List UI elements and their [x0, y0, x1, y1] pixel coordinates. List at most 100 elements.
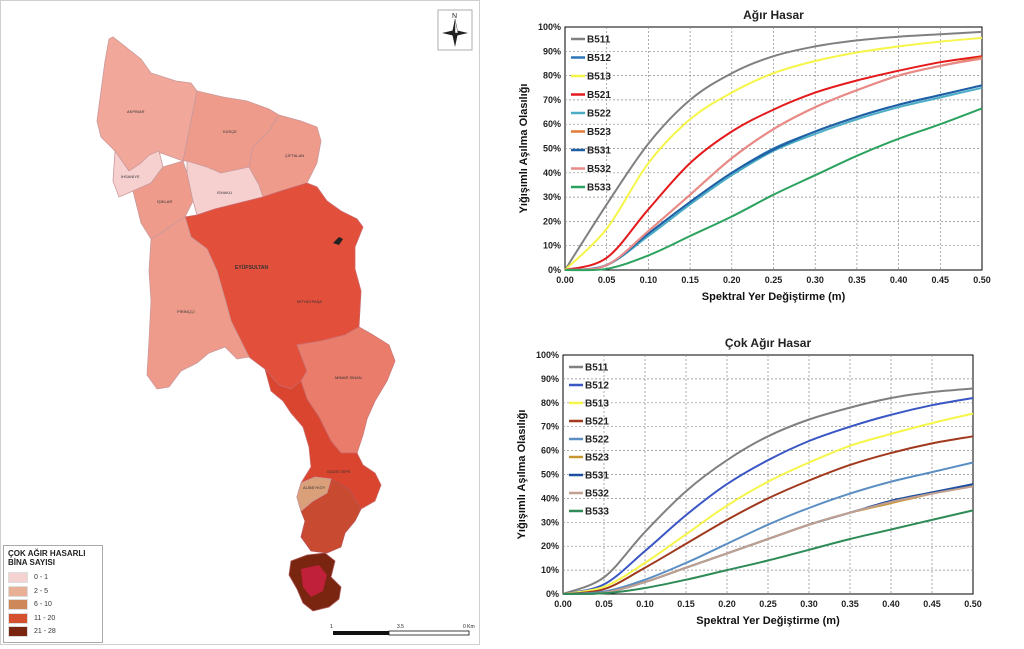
x-tick-label: 0.45	[923, 599, 941, 609]
district-pirincci	[146, 216, 250, 390]
y-tick-label: 10%	[541, 565, 559, 575]
legend-entry-b512: B512	[587, 53, 611, 64]
legend-label: 6 - 10	[34, 601, 52, 609]
y-tick-label: 30%	[541, 517, 559, 527]
legend-entry-b533: B533	[587, 183, 611, 194]
legend-entry-b522: B522	[587, 109, 611, 120]
x-tick-label: 0.40	[882, 599, 900, 609]
legend-entry-b523: B523	[587, 127, 611, 138]
legend-row: 2 - 5	[8, 585, 98, 599]
x-tick-label: 0.15	[681, 275, 699, 285]
label-isiklar: İŞIKLAR	[157, 199, 172, 204]
series-line-b533	[564, 107, 983, 272]
label-ciftalan: ÇİFTALAN	[285, 153, 304, 158]
y-tick-label: 40%	[541, 493, 559, 503]
x-tick-label: 0.25	[759, 599, 777, 609]
label-mithatpasa: MİTHATPAŞA	[297, 299, 322, 304]
y-axis-label: Yığışımlı Aşılma Olasılığı	[518, 84, 530, 214]
series-line-b522	[564, 86, 983, 271]
legend-swatch	[8, 572, 28, 584]
x-tick-label: 0.00	[554, 599, 572, 609]
district-akpinar	[96, 36, 198, 172]
series-line-b521	[564, 55, 983, 271]
legend-row: 6 - 10	[8, 598, 98, 612]
x-tick-label: 0.25	[765, 275, 783, 285]
y-tick-label: 20%	[541, 541, 559, 551]
y-tick-label: 80%	[541, 398, 559, 408]
north-arrow-icon: N	[437, 9, 473, 51]
legend-entry-b531: B531	[587, 146, 611, 157]
y-axis-label: Yığışımlı Aşılma Olasılığı	[516, 410, 528, 540]
chart-legend: B511 B512 B513 B521 B522 B523 B531 B532 B533	[569, 363, 609, 518]
x-tick-label: 0.00	[556, 275, 574, 285]
chart-legend: B511 B512 B513 B521 B522 B523 B531 B532 B533	[571, 35, 611, 194]
scale-label-mid: 3.5	[397, 624, 404, 630]
label-guzeltepe: GÜZELTEPE	[327, 469, 351, 474]
chart-agir-hasar: Ağır Hasar 0.00 0.05 0.10 0.15 0.20 0.25 0.30 0.…	[518, 8, 991, 303]
legend-entry-b513: B513	[587, 72, 611, 83]
label-eyupsultan: EYÜPSULTAN	[235, 264, 269, 271]
legend-entry-b521: B521	[585, 417, 609, 428]
series-line-b511	[564, 30, 983, 271]
x-tick-label: 0.15	[677, 599, 695, 609]
legend-swatch	[8, 599, 28, 611]
x-tick-label: 0.40	[890, 275, 908, 285]
label-ihsaniye: İHSANİYE	[121, 174, 140, 179]
x-tick-label: 0.35	[841, 599, 859, 609]
series-line-b532	[562, 485, 974, 596]
legend-label: 21 - 28	[34, 628, 56, 636]
legend-entry-b512: B512	[585, 381, 609, 392]
y-tick-label: 70%	[541, 422, 559, 432]
y-tick-label: 40%	[543, 168, 561, 178]
y-tick-label: 0%	[548, 265, 561, 275]
x-tick-label: 0.05	[598, 275, 616, 285]
x-tick-label: 0.10	[640, 275, 658, 285]
series-line-b533	[562, 509, 974, 595]
y-tick-label: 10%	[543, 241, 561, 251]
legend-row: 11 - 20	[8, 612, 98, 626]
x-axis-label: Spektral Yer Değiştirme (m)	[702, 291, 846, 303]
y-tick-label: 90%	[541, 374, 559, 384]
legend-entry-b511: B511	[587, 35, 611, 46]
y-tick-label: 70%	[543, 95, 561, 105]
legend-label: 2 - 5	[34, 587, 49, 595]
y-tick-label: 100%	[538, 22, 561, 32]
legend-swatch	[8, 585, 28, 597]
series-line-b513	[564, 36, 983, 271]
legend-label: 11 - 20	[34, 614, 56, 622]
district-beige	[296, 476, 332, 512]
legend-swatch	[8, 626, 28, 638]
chart-cok-agir-hasar: Çok Ağır Hasar 0.00 0.05 0.10 0.15 0.20 0.25 0.…	[516, 336, 982, 627]
label-akpinar: AKPINAR	[127, 109, 145, 114]
legend-title: ÇOK AĞIR HASARLI BİNA SAYISI	[8, 549, 86, 567]
x-tick-label: 0.20	[723, 275, 741, 285]
legend-row: 21 - 28	[8, 625, 98, 639]
chart-title: Çok Ağır Hasar	[725, 336, 812, 350]
label-mimarsinan: MİMAR SİNAN	[335, 375, 362, 380]
legend-entry-b521: B521	[587, 90, 611, 101]
scale-bar: 1 3.5 0 Km	[330, 624, 475, 636]
x-tick-label: 0.45	[932, 275, 950, 285]
label-alibeykoy: ALİBEYKÖY	[303, 485, 326, 490]
y-tick-label: 90%	[543, 46, 561, 56]
scale-label-right: 0 Km	[463, 624, 475, 630]
legend-label: 0 - 1	[34, 574, 49, 582]
district-tip-inner	[301, 565, 327, 597]
y-tick-label: 60%	[541, 446, 559, 456]
x-tick-label: 0.50	[973, 275, 991, 285]
legend-row: 0 - 1	[8, 571, 98, 585]
series-line-b531	[564, 84, 983, 271]
y-tick-label: 20%	[543, 216, 561, 226]
x-tick-label: 0.30	[806, 275, 824, 285]
map-legend: ÇOK AĞIR HASARLI BİNA SAYISI 0 - 1 2 - 5…	[3, 545, 103, 643]
x-tick-label: 0.35	[848, 275, 866, 285]
y-tick-label: 50%	[543, 144, 561, 154]
legend-entry-b533: B533	[585, 507, 609, 518]
legend-entry-b513: B513	[585, 399, 609, 410]
legend-entry-b531: B531	[585, 471, 609, 482]
legend-entry-b532: B532	[587, 164, 611, 175]
y-tick-label: 80%	[543, 71, 561, 81]
district-map: AKPINAR KÜSÇE ÇİFTALAN İHSANİYE İŞIKLAR …	[96, 9, 475, 636]
y-tick-label: 0%	[546, 589, 559, 599]
chart-title: Ağır Hasar	[743, 8, 804, 22]
